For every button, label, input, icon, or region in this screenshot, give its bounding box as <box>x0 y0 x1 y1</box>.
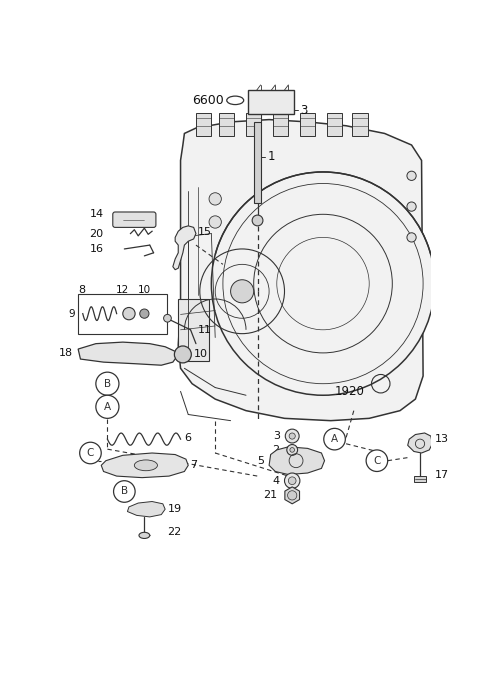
Circle shape <box>407 233 416 242</box>
Bar <box>254 113 262 122</box>
Text: 8: 8 <box>78 285 85 295</box>
Ellipse shape <box>139 532 150 539</box>
Text: 16: 16 <box>90 244 104 254</box>
Circle shape <box>407 202 416 211</box>
Text: B: B <box>104 379 111 389</box>
Circle shape <box>285 473 300 489</box>
Circle shape <box>174 346 192 363</box>
Circle shape <box>324 428 345 450</box>
Polygon shape <box>127 502 165 517</box>
Text: A: A <box>331 434 338 444</box>
Text: 3: 3 <box>300 104 307 117</box>
Bar <box>78 293 167 334</box>
Polygon shape <box>173 226 196 270</box>
Bar <box>219 113 234 136</box>
Text: C: C <box>373 456 381 466</box>
Bar <box>196 113 211 136</box>
Bar <box>178 299 209 361</box>
Circle shape <box>366 450 388 471</box>
Text: 18: 18 <box>59 348 73 358</box>
Bar <box>327 113 342 136</box>
Ellipse shape <box>134 460 157 471</box>
Circle shape <box>289 433 295 439</box>
FancyBboxPatch shape <box>113 212 156 227</box>
Circle shape <box>285 429 299 443</box>
Text: 1: 1 <box>267 150 275 163</box>
Bar <box>300 113 315 136</box>
Bar <box>273 113 288 136</box>
Text: 5: 5 <box>257 456 264 466</box>
Circle shape <box>288 491 297 500</box>
Text: 10: 10 <box>138 285 151 295</box>
Circle shape <box>290 448 295 452</box>
Polygon shape <box>285 487 300 504</box>
Text: 11: 11 <box>198 325 212 335</box>
Text: 6: 6 <box>184 432 192 443</box>
Bar <box>246 113 262 136</box>
Text: 15: 15 <box>198 227 212 237</box>
Circle shape <box>407 171 416 181</box>
Text: 2: 2 <box>272 445 279 455</box>
Text: 14: 14 <box>89 209 104 220</box>
Text: 4: 4 <box>272 475 279 486</box>
Polygon shape <box>78 342 177 365</box>
Text: 19: 19 <box>168 504 181 514</box>
Circle shape <box>80 442 101 464</box>
Text: 13: 13 <box>435 434 449 444</box>
Polygon shape <box>408 433 432 453</box>
Text: 21: 21 <box>263 491 277 500</box>
Circle shape <box>164 314 171 322</box>
Text: 7: 7 <box>191 460 198 471</box>
Polygon shape <box>101 453 188 477</box>
Text: 20: 20 <box>89 229 104 238</box>
Text: 3: 3 <box>274 431 281 441</box>
Circle shape <box>96 395 119 418</box>
Circle shape <box>252 215 263 226</box>
Polygon shape <box>269 447 324 475</box>
Text: 17: 17 <box>435 470 449 480</box>
Circle shape <box>209 216 221 228</box>
Circle shape <box>96 372 119 395</box>
Bar <box>414 476 426 482</box>
Text: 10: 10 <box>193 350 208 359</box>
Bar <box>352 113 368 136</box>
Text: 22: 22 <box>168 527 182 537</box>
Text: B: B <box>121 486 128 496</box>
FancyBboxPatch shape <box>248 90 294 114</box>
Circle shape <box>209 193 221 205</box>
Text: 9: 9 <box>69 309 75 318</box>
Text: 6600: 6600 <box>192 94 224 107</box>
Circle shape <box>211 172 435 395</box>
Polygon shape <box>178 120 423 420</box>
Text: C: C <box>87 448 94 458</box>
Circle shape <box>140 309 149 318</box>
Circle shape <box>287 445 298 455</box>
Circle shape <box>123 307 135 320</box>
Bar <box>254 122 261 203</box>
Text: 12: 12 <box>116 285 130 295</box>
Text: A: A <box>104 402 111 412</box>
Circle shape <box>114 481 135 502</box>
Circle shape <box>230 280 254 303</box>
Circle shape <box>288 477 296 484</box>
Text: 1920: 1920 <box>335 385 364 398</box>
